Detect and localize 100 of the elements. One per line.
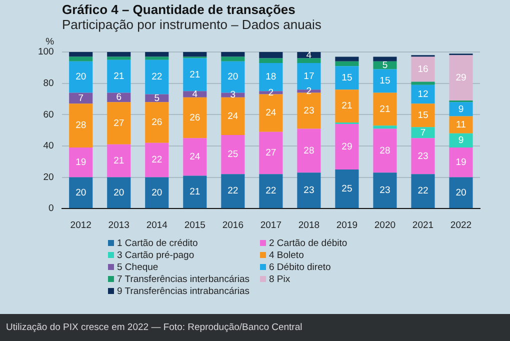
x-tick-label: 2012: [70, 220, 92, 231]
bar: [145, 60, 169, 94]
bar: [69, 104, 93, 148]
data-label: 17: [304, 70, 314, 82]
data-label: 6: [116, 92, 122, 104]
bar: [297, 92, 321, 129]
bar: [373, 56, 397, 62]
bar: [411, 104, 435, 128]
bar: [297, 52, 321, 58]
x-tick-label: 2013: [108, 220, 130, 231]
bar: [183, 58, 207, 92]
data-label: 16: [418, 64, 428, 75]
bar: [297, 128, 321, 173]
legend-label: 7 Transferências interbancárias: [116, 274, 251, 285]
data-label: 23: [304, 105, 314, 116]
y-tick-label: 60: [43, 109, 54, 120]
bar: [145, 56, 169, 60]
data-label: 9: [458, 104, 464, 115]
data-label: 20: [76, 187, 86, 198]
data-label: 21: [190, 186, 200, 198]
data-label: 12: [418, 88, 428, 100]
data-label: 20: [76, 72, 86, 83]
data-label: 26: [190, 112, 200, 124]
bar: [373, 92, 397, 126]
x-tick-label: 2014: [146, 220, 168, 231]
data-label: 20: [114, 187, 124, 198]
data-label: 5: [382, 60, 388, 71]
data-label: 25: [228, 149, 238, 160]
data-label: 15: [380, 76, 390, 87]
bar: [411, 82, 435, 85]
data-label: 23: [380, 184, 390, 196]
data-label: 28: [380, 145, 390, 156]
bar: [221, 92, 245, 98]
data-label: 24: [228, 110, 238, 122]
data-label: 20: [152, 187, 162, 198]
bar: [297, 58, 321, 63]
bar: [221, 135, 245, 174]
bar: [259, 132, 283, 174]
data-label: 26: [152, 117, 162, 128]
y-tick-label: 20: [43, 172, 54, 183]
x-tick-label: 2020: [374, 220, 396, 231]
data-label: 27: [266, 148, 276, 159]
bar: [373, 69, 397, 93]
bar: [183, 91, 207, 98]
bar: [107, 52, 131, 57]
bar: [107, 56, 131, 60]
bar: [107, 60, 131, 93]
bar: [107, 92, 131, 102]
x-tick-label: 2017: [260, 220, 282, 231]
data-label: 4: [192, 88, 198, 100]
data-label: 9: [458, 135, 464, 146]
bar: [411, 174, 435, 208]
data-label: 22: [152, 154, 162, 166]
data-label: 28: [76, 120, 86, 132]
data-label: 23: [304, 184, 314, 196]
data-label: 21: [190, 69, 200, 80]
data-label: 21: [114, 70, 124, 82]
bar: [335, 90, 359, 122]
bar: [145, 52, 169, 57]
legend-label: 6 Débito direto: [268, 262, 332, 273]
bar: [259, 94, 283, 132]
data-label: 29: [342, 141, 352, 152]
bar: [221, 174, 245, 208]
bar: [107, 177, 131, 208]
data-label: 21: [342, 100, 352, 112]
bar: [259, 52, 283, 58]
data-label: 28: [304, 145, 314, 156]
x-tick-label: 2019: [336, 220, 358, 231]
data-label: 7: [420, 127, 426, 138]
bar: [449, 133, 473, 148]
x-tick-label: 2021: [412, 220, 434, 231]
bar: [221, 52, 245, 57]
data-label: 7: [78, 92, 84, 104]
bar: [221, 56, 245, 62]
bar: [145, 142, 169, 178]
bar: [183, 97, 207, 138]
bar: [335, 61, 359, 66]
data-label: 22: [228, 186, 238, 197]
y-tick-label: 40: [43, 140, 54, 152]
bar: [449, 55, 473, 101]
bar: [411, 127, 435, 138]
data-label: 22: [152, 72, 162, 83]
data-label: 21: [380, 104, 390, 115]
data-label: 24: [190, 152, 200, 163]
bar: [335, 124, 359, 170]
data-label: 15: [418, 110, 428, 122]
bar: [145, 102, 169, 143]
bar: [373, 172, 397, 208]
chart-title: Gráfico 4 – Quantidade de transações: [62, 2, 296, 17]
bar: [107, 102, 131, 144]
y-tick-label: 80: [43, 78, 54, 89]
data-label: 11: [456, 119, 466, 130]
bar: [449, 102, 473, 116]
bar: [449, 148, 473, 178]
bar: [183, 138, 207, 176]
data-label: 5: [154, 92, 160, 104]
y-axis-title: %: [46, 36, 55, 48]
bar: [69, 92, 93, 104]
bar: [183, 176, 207, 208]
bar: [411, 84, 435, 104]
